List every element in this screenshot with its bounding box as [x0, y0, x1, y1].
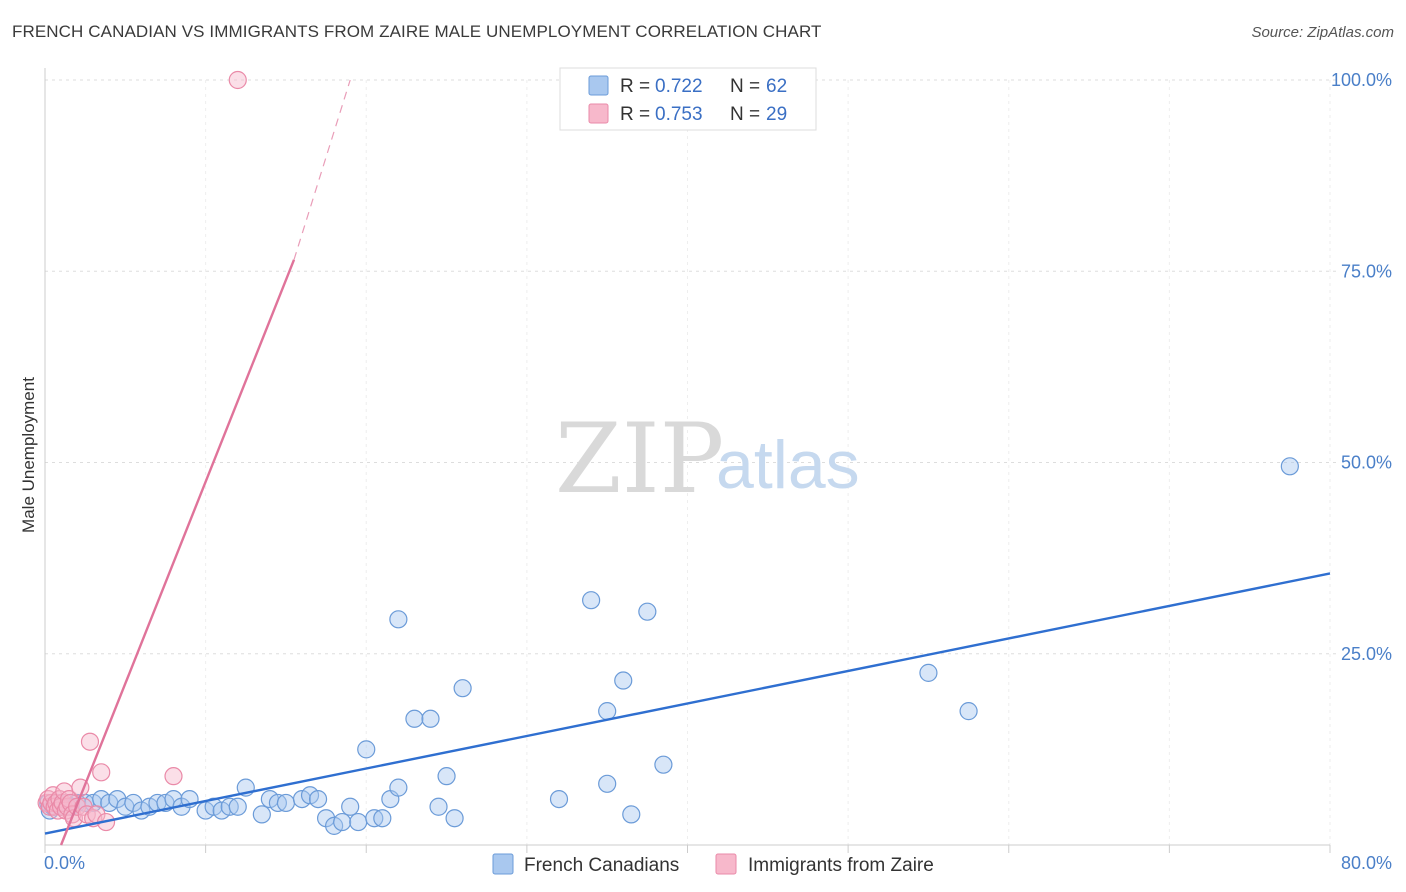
series-french-canadians	[39, 457, 1299, 835]
grid	[45, 79, 1340, 845]
point-french-canadians	[341, 797, 360, 816]
point-french-canadians	[276, 793, 296, 813]
stats-legend: R = 0.722 N = 62 R = 0.753 N = 29	[559, 67, 817, 131]
point-french-canadians	[614, 671, 633, 690]
y-axis-label: Male Unemployment	[19, 377, 38, 533]
point-french-canadians	[308, 789, 328, 809]
trend-line-french-canadians	[44, 572, 1331, 835]
point-french-canadians	[373, 809, 392, 828]
source-label: Source: ZipAtlas.com	[1251, 24, 1394, 41]
point-immigrants-from-zaire	[92, 763, 111, 782]
trend-lines	[44, 79, 1331, 846]
legend-r-value-pink: 0.753	[655, 104, 703, 125]
legend-swatch-pink	[588, 103, 609, 124]
y-tick-label: 75.0%	[1341, 261, 1392, 281]
point-immigrants-from-zaire	[228, 70, 247, 90]
legend-n-label-blue: N =	[730, 76, 760, 97]
point-french-canadians	[421, 709, 440, 728]
trend-line-extension-immigrants-from-zaire	[293, 79, 351, 260]
legend-n-value-blue: 62	[766, 76, 787, 97]
point-french-canadians	[598, 774, 617, 793]
legend-r-label-pink: R =	[620, 104, 650, 125]
x-tick-min: 0.0%	[44, 853, 85, 873]
chart-title: FRENCH CANADIAN VS IMMIGRANTS FROM ZAIRE…	[12, 22, 822, 41]
point-french-canadians	[357, 740, 376, 759]
series-legend-label-pink: Immigrants from Zaire	[748, 855, 934, 876]
point-french-canadians	[445, 809, 464, 828]
point-french-canadians	[389, 778, 408, 797]
axes	[44, 68, 1331, 853]
point-immigrants-from-zaire	[164, 767, 183, 786]
point-french-canadians	[919, 663, 938, 682]
point-french-canadians	[333, 812, 352, 832]
point-french-canadians	[453, 679, 472, 698]
point-french-canadians	[1280, 457, 1299, 476]
point-french-canadians	[638, 602, 657, 621]
legend-n-value-pink: 29	[766, 104, 787, 125]
y-tick-labels: 25.0% 50.0% 75.0% 100.0%	[1331, 70, 1392, 664]
trend-line-immigrants-from-zaire	[59, 259, 296, 846]
point-french-canadians	[405, 709, 424, 728]
series-legend-swatch-pink	[715, 853, 737, 875]
point-french-canadians	[437, 767, 456, 786]
point-french-canadians	[252, 805, 271, 824]
point-french-canadians	[228, 797, 247, 816]
y-tick-label: 25.0%	[1341, 644, 1392, 664]
point-french-canadians	[549, 789, 569, 809]
point-french-canadians	[582, 591, 601, 610]
point-french-canadians	[389, 610, 408, 629]
legend-n-label-pink: N =	[730, 104, 760, 125]
legend-swatch-blue	[588, 75, 609, 96]
point-french-canadians	[654, 755, 673, 774]
point-immigrants-from-zaire	[80, 732, 100, 751]
watermark: ZIP atlas	[555, 403, 860, 515]
x-tick-max: 80.0%	[1341, 853, 1392, 873]
y-tick-label: 100.0%	[1331, 70, 1392, 90]
point-french-canadians	[959, 702, 978, 721]
watermark-zip: ZIP	[555, 403, 724, 515]
y-tick-label: 50.0%	[1341, 453, 1392, 473]
series-legend: French Canadians Immigrants from Zaire	[492, 853, 934, 876]
legend-r-value-blue: 0.722	[655, 76, 703, 97]
watermark-atlas: atlas	[716, 427, 860, 503]
legend-r-label-blue: R =	[620, 76, 650, 97]
point-french-canadians	[429, 797, 448, 816]
point-french-canadians	[598, 702, 617, 721]
point-french-canadians	[349, 812, 368, 832]
series-immigrants-from-zaire	[37, 70, 247, 832]
series-legend-label-blue: French Canadians	[524, 855, 679, 876]
series-legend-swatch-blue	[492, 853, 514, 875]
point-french-canadians	[622, 805, 641, 824]
